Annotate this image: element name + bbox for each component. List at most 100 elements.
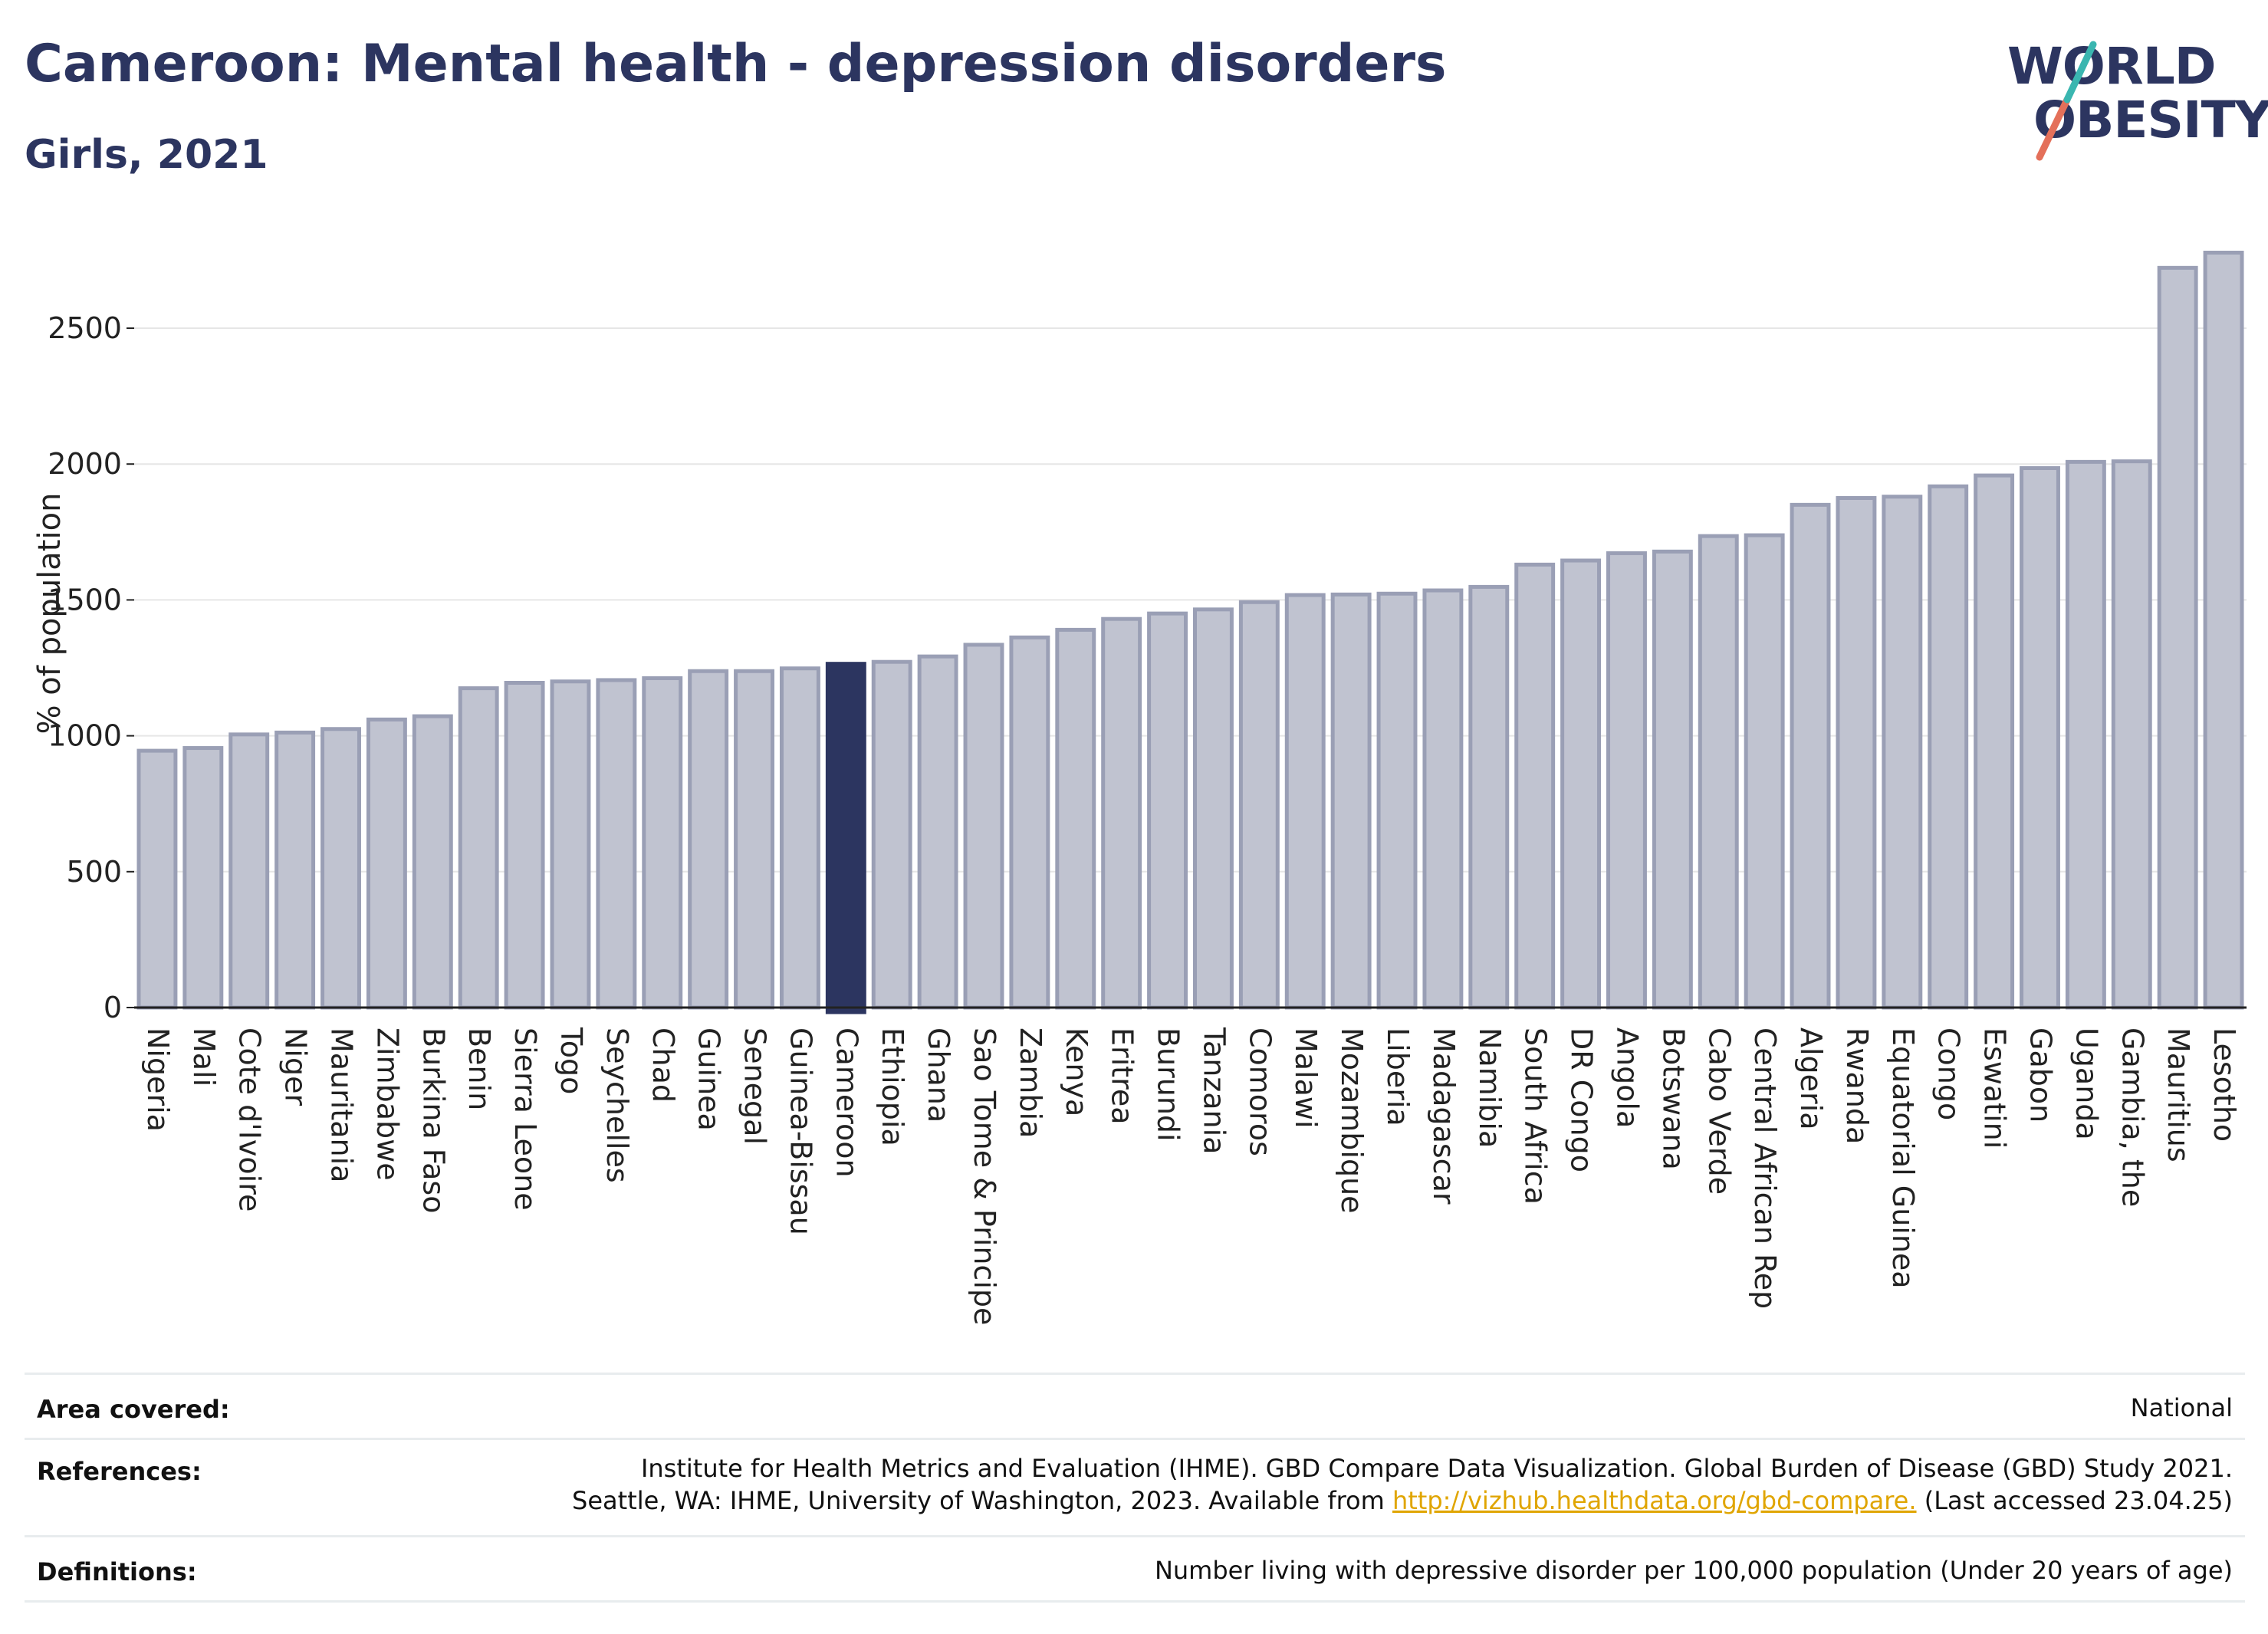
bar-uganda: [2065, 459, 2106, 1010]
bar-burkina-faso: [412, 714, 453, 1010]
x-tick-label: Rwanda: [1840, 1027, 1874, 1144]
bar-zimbabwe: [366, 717, 407, 1010]
bar-guinea: [688, 669, 729, 1010]
references-link[interactable]: http://vizhub.healthdata.org/gbd-compare…: [1392, 1486, 1917, 1515]
bar-cabo-verde: [1698, 534, 1739, 1010]
bar-botswana: [1652, 549, 1693, 1010]
x-tick-label: Mali: [187, 1027, 221, 1087]
bar-eswatini: [1974, 473, 2015, 1010]
y-tick-label: 500: [66, 855, 122, 889]
x-tick-label: Togo: [554, 1027, 588, 1094]
x-tick-label: Kenya: [1060, 1027, 1093, 1116]
bar-sierra-leone: [504, 680, 545, 1010]
page-title: Cameroon: Mental health - depression dis…: [25, 34, 1447, 94]
bar-cote-d-ivoire: [228, 732, 270, 1010]
y-tick-label: 0: [104, 991, 122, 1024]
bar-sao-tome-principe: [963, 643, 1004, 1010]
bar-gabon: [2020, 466, 2060, 1010]
bar-south-africa: [1514, 562, 1556, 1010]
x-tick-label: Cote d'Ivoire: [233, 1027, 267, 1212]
bar-niger: [274, 730, 316, 1010]
x-tick-label: Liberia: [1381, 1027, 1415, 1126]
references-line-1: Institute for Health Metrics and Evaluat…: [640, 1454, 2233, 1483]
bar-mozambique: [1330, 592, 1372, 1010]
x-tick-label: Sierra Leone: [508, 1027, 542, 1211]
bar-eritrea: [1101, 616, 1142, 1010]
x-tick-label: Zimbabwe: [370, 1027, 404, 1181]
bar-nigeria: [136, 748, 178, 1010]
bar-mauritania: [320, 727, 361, 1010]
x-tick-label: Mozambique: [1335, 1027, 1369, 1214]
bar-burundi: [1147, 611, 1188, 1010]
x-tick-label: Benin: [462, 1027, 496, 1110]
x-tick-label: Guinea: [692, 1027, 726, 1131]
y-tick-label: 2000: [48, 447, 122, 481]
x-tick-label: DR Congo: [1565, 1027, 1599, 1172]
x-tick-label: Zambia: [1014, 1027, 1047, 1138]
bar-liberia: [1376, 591, 1418, 1010]
references-line-2-post: (Last accessed 23.04.25): [1916, 1486, 2233, 1515]
x-tick-label: Tanzania: [1197, 1027, 1231, 1154]
bar-equatorial-guinea: [1882, 495, 1923, 1010]
x-tick-label: Central African Rep: [1748, 1027, 1782, 1309]
x-tick-label: Equatorial Guinea: [1886, 1027, 1920, 1289]
x-tick-label: Cameroon: [830, 1027, 863, 1178]
bar-togo: [550, 679, 591, 1010]
bar-madagascar: [1422, 588, 1464, 1010]
x-tick-label: Guinea-Bissau: [784, 1027, 817, 1235]
logo-slash-icon: [2036, 41, 2097, 161]
page-subtitle: Girls, 2021: [25, 132, 268, 178]
x-tick-label: Cabo Verde: [1702, 1027, 1736, 1195]
logo-line-1: WORLD: [2007, 37, 2217, 96]
bar-ghana: [917, 654, 958, 1010]
x-tick-label: Senegal: [738, 1027, 772, 1145]
y-axis-label: % of population: [32, 493, 67, 735]
bar-malawi: [1284, 593, 1326, 1010]
bar-dr-congo: [1560, 558, 1602, 1010]
x-tick-label: Namibia: [1473, 1027, 1507, 1148]
bar-lesotho: [2203, 250, 2244, 1010]
bar-chad: [642, 676, 683, 1010]
y-tick-label: 1500: [48, 583, 122, 616]
references-value: Institute for Health Metrics and Evaluat…: [572, 1452, 2233, 1517]
x-tick-label: Ethiopia: [876, 1027, 909, 1146]
world-obesity-logo: WORLD OBESITY: [1994, 23, 2268, 161]
logo-line-2: OBESITY: [2033, 90, 2268, 150]
bar-algeria: [1790, 502, 1831, 1010]
bar-kenya: [1055, 627, 1096, 1010]
bar-zambia: [1009, 635, 1050, 1010]
bar-seychelles: [596, 678, 637, 1010]
bar-tanzania: [1192, 607, 1234, 1010]
footer-row-references: References: Institute for Health Metrics…: [25, 1438, 2245, 1535]
x-tick-label: Comoros: [1243, 1027, 1277, 1156]
bar-comoros: [1238, 600, 1280, 1010]
definitions-label: Definitions:: [37, 1557, 197, 1586]
y-tick-label: 2500: [48, 311, 122, 345]
bar-cameroon: [825, 662, 866, 1014]
x-tick-label: Chad: [646, 1027, 680, 1103]
bar-ethiopia: [871, 659, 912, 1010]
axes: 0 500 1000 1500 2000 2500 Nigeria Mali Cote d'Iv…: [48, 311, 2247, 1325]
bar-congo: [1928, 484, 1969, 1010]
x-tick-label: Seychelles: [600, 1027, 634, 1183]
x-tick-label: Botswana: [1656, 1027, 1690, 1170]
y-tick-label: 1000: [48, 719, 122, 753]
x-tick-label: Angola: [1610, 1027, 1644, 1128]
bar-chart: 0 500 1000 1500 2000 2500 Nigeria Mali Cote d'Iv…: [32, 250, 2247, 1325]
x-tick-label: Niger: [279, 1027, 313, 1106]
x-tick-label: Burkina Faso: [416, 1027, 450, 1214]
x-tick-label: Gabon: [2023, 1027, 2057, 1123]
bar-angola: [1606, 551, 1647, 1010]
x-tick-label: Burundi: [1152, 1027, 1185, 1142]
x-tick-label: Mauritius: [2161, 1027, 2195, 1162]
bar-gambia-the: [2111, 459, 2152, 1010]
x-tick-label: Madagascar: [1427, 1027, 1461, 1205]
x-tick-label: Mauritania: [325, 1027, 359, 1182]
bars: [136, 250, 2244, 1014]
bar-benin: [458, 686, 499, 1010]
bar-senegal: [734, 669, 774, 1010]
x-tick-label: Malawi: [1289, 1027, 1323, 1129]
x-tick-label: Uganda: [2069, 1027, 2103, 1140]
footer-row-area: Area covered: National: [25, 1373, 2245, 1438]
bar-guinea-bissau: [779, 666, 820, 1010]
